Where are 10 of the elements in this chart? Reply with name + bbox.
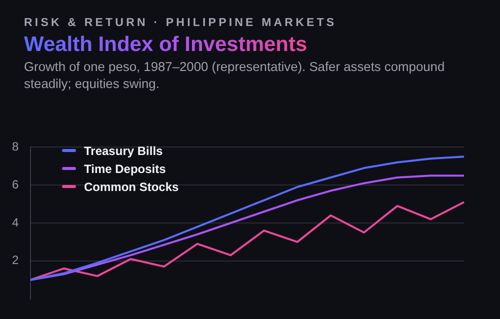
legend-label: Time Deposits <box>84 162 166 176</box>
legend-label: Treasury Bills <box>84 144 163 158</box>
chart-title: Wealth Index of Investments <box>24 33 308 56</box>
y-tick-label: 8 <box>12 140 19 154</box>
legend-label: Common Stocks <box>84 180 179 194</box>
y-tick-label: 6 <box>12 177 19 192</box>
y-tick-label: 2 <box>12 253 19 268</box>
y-tick-label: 4 <box>12 215 19 230</box>
chart-subtitle: Growth of one peso, 1987–2000 (representative). Safer assets compound steadily; equities swing. <box>24 58 446 92</box>
text: RISK & RETURN · PHILIPPINE MARKETS <box>24 17 337 29</box>
